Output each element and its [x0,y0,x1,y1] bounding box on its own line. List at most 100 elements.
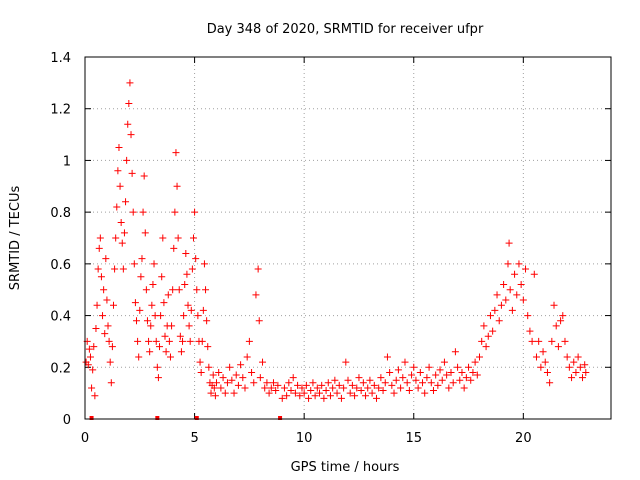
data-point [405,387,413,395]
data-point [160,299,168,307]
data-point [359,379,367,387]
data-point [112,234,120,242]
data-point [199,306,207,314]
data-point [362,392,370,400]
data-point [372,394,380,402]
data-point [486,312,494,320]
data-point [168,322,176,330]
data-point [127,131,135,139]
data-point [180,312,188,320]
data-point [410,363,418,371]
data-point [302,381,310,389]
data-point [559,312,567,320]
data-point [138,255,146,263]
data-point [133,317,141,325]
data-point [259,358,267,366]
y-tick-label: 0.2 [50,361,71,376]
data-point [383,353,391,361]
data-point [209,371,217,379]
data-point [497,301,505,309]
data-point [513,291,521,299]
data-point [84,361,92,369]
data-point [427,379,435,387]
data-point [97,273,105,281]
data-point [421,389,429,397]
data-point [193,286,201,294]
x-tick-label: 0 [81,431,89,446]
data-point [86,353,94,361]
data-point [94,265,102,273]
data-point [170,244,178,252]
data-point [370,381,378,389]
data-point [100,286,108,294]
data-point [326,392,334,400]
data-point [119,265,127,273]
data-point [381,379,389,387]
data-point [401,358,409,366]
data-point [579,374,587,382]
data-point [174,234,182,242]
data-point [131,299,139,307]
x-tick-label: 10 [296,431,313,446]
data-point [460,384,468,392]
data-point [377,374,385,382]
axis-ticks: 0 5 10 15 20 0 0.2 0.4 0.6 0.8 1 1.2 1.4 [50,51,611,446]
data-point [316,389,324,397]
data-point [375,384,383,392]
data-point [169,286,177,294]
data-point [146,348,154,356]
data-point [524,312,532,320]
data-point [456,376,464,384]
data-point [91,392,99,400]
data-point [504,260,512,268]
data-point [329,384,337,392]
data-point [294,381,302,389]
data-point [156,343,164,351]
data-point [221,389,229,397]
data-point [215,368,223,376]
data-point [342,358,350,366]
data-point [248,368,256,376]
y-tick-label: 1.4 [50,51,71,66]
data-point [148,301,156,309]
data-point [425,363,433,371]
data-point [188,265,196,273]
data-point [554,343,562,351]
data-point [211,392,219,400]
data-points [82,79,590,420]
data-point [272,387,280,395]
data-point [111,265,119,273]
data-point [241,384,249,392]
data-point [194,312,202,320]
data-point [92,325,100,332]
data-point [366,376,374,384]
data-point [561,337,569,345]
data-point [114,167,122,175]
data-point [267,384,275,392]
y-tick-label: 0.4 [50,310,71,325]
data-point [142,286,150,294]
data-point [419,379,427,387]
data-point [141,229,149,237]
data-point [234,381,242,389]
data-point [572,368,580,376]
data-point [265,389,273,397]
data-point [318,381,326,389]
data-point [471,358,479,366]
data-point [261,384,269,392]
data-point [173,182,181,190]
data-point [495,317,503,325]
data-point [557,317,565,325]
data-point [274,381,282,389]
data-point [581,361,589,369]
data-point [210,384,218,392]
data-point [197,368,205,376]
data-point [181,281,189,289]
data-point [90,343,98,351]
data-point [390,389,398,397]
data-point [451,348,459,356]
y-tick-label: 0.8 [50,206,71,221]
data-point [153,363,161,371]
data-point [526,327,534,335]
data-point [320,394,328,402]
